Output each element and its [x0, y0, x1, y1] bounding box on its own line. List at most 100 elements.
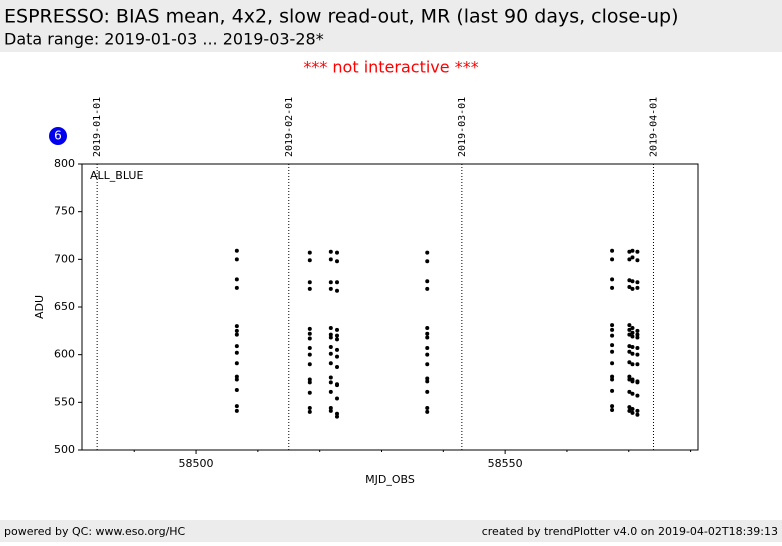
data-point [307, 326, 312, 331]
data-point [425, 389, 430, 394]
badge-circle [49, 127, 67, 145]
data-point [627, 284, 632, 289]
data-point [328, 257, 333, 262]
data-point [328, 351, 333, 356]
data-point [234, 285, 239, 290]
data-point [635, 258, 640, 263]
data-point [328, 375, 333, 380]
data-point [627, 360, 632, 365]
data-point [307, 258, 312, 263]
subtitle: Data range: 2019-01-03 ... 2019-03-28* [4, 30, 324, 49]
data-point [307, 380, 312, 385]
title: ESPRESSO: BIAS mean, 4x2, slow read-out,… [4, 6, 679, 28]
data-point [425, 286, 430, 291]
data-point [234, 374, 239, 379]
data-point [328, 286, 333, 291]
data-point [328, 389, 333, 394]
header-band [0, 0, 782, 52]
data-point [307, 286, 312, 291]
data-point [328, 335, 333, 340]
y-tick-label: 600 [54, 348, 75, 361]
y-tick-label: 550 [54, 395, 75, 408]
data-point [627, 332, 632, 337]
data-point [234, 257, 239, 262]
data-point [635, 335, 640, 340]
data-point [635, 362, 640, 367]
data-point [334, 259, 339, 264]
data-point [328, 408, 333, 413]
data-point [234, 344, 239, 349]
data-point [635, 380, 640, 385]
data-point [307, 280, 312, 285]
data-point [334, 288, 339, 293]
y-tick-label: 500 [54, 443, 75, 456]
footer-left: powered by QC: www.eso.org/HC [4, 525, 186, 538]
data-point [627, 327, 632, 332]
data-point [334, 396, 339, 401]
data-point [334, 327, 339, 332]
data-point [425, 335, 430, 340]
x-tick-label: 58550 [488, 457, 523, 470]
data-point [610, 323, 615, 328]
data-point [234, 328, 239, 333]
data-point [425, 362, 430, 367]
x-tick-label: 58500 [179, 457, 214, 470]
y-tick-label: 650 [54, 300, 75, 313]
data-point [630, 407, 635, 412]
data-point [610, 361, 615, 366]
data-point [425, 331, 430, 336]
data-point [234, 324, 239, 329]
footer-band [0, 520, 782, 542]
data-point [234, 408, 239, 413]
data-point [627, 389, 632, 394]
data-point [635, 352, 640, 357]
data-point [630, 248, 635, 253]
data-point [627, 377, 632, 382]
data-point [610, 404, 615, 409]
data-point [630, 410, 635, 415]
date-marker-label: 2019-02-01 [284, 97, 295, 157]
data-point [328, 380, 333, 385]
notice: *** not interactive *** [303, 58, 478, 77]
data-point [328, 280, 333, 285]
data-point [425, 379, 430, 384]
data-point [307, 406, 312, 411]
data-point [307, 377, 312, 382]
data-point [328, 361, 333, 366]
data-point [334, 383, 339, 388]
data-point [630, 351, 635, 356]
data-point [610, 343, 615, 348]
data-point [334, 354, 339, 359]
data-point [307, 409, 312, 414]
data-point [627, 349, 632, 354]
y-tick-label: 750 [54, 205, 75, 218]
data-point [627, 344, 632, 349]
y-tick-label: 700 [54, 252, 75, 265]
data-point [234, 377, 239, 382]
data-point [630, 325, 635, 330]
data-point [635, 249, 640, 254]
data-point [635, 280, 640, 285]
data-point [627, 257, 632, 262]
data-point [425, 409, 430, 414]
data-point [425, 352, 430, 357]
data-point [610, 277, 615, 282]
data-point [234, 350, 239, 355]
data-point [635, 285, 640, 290]
data-point [334, 280, 339, 285]
data-point [627, 405, 632, 410]
data-point [630, 255, 635, 260]
data-point [425, 250, 430, 255]
data-point [610, 285, 615, 290]
data-point [328, 345, 333, 350]
data-point [630, 362, 635, 367]
data-point [307, 331, 312, 336]
data-point [425, 279, 430, 284]
data-point [635, 393, 640, 398]
data-point [610, 257, 615, 262]
badge: 6 [54, 129, 62, 143]
data-point [425, 376, 430, 381]
data-point [635, 345, 640, 350]
data-point [425, 406, 430, 411]
